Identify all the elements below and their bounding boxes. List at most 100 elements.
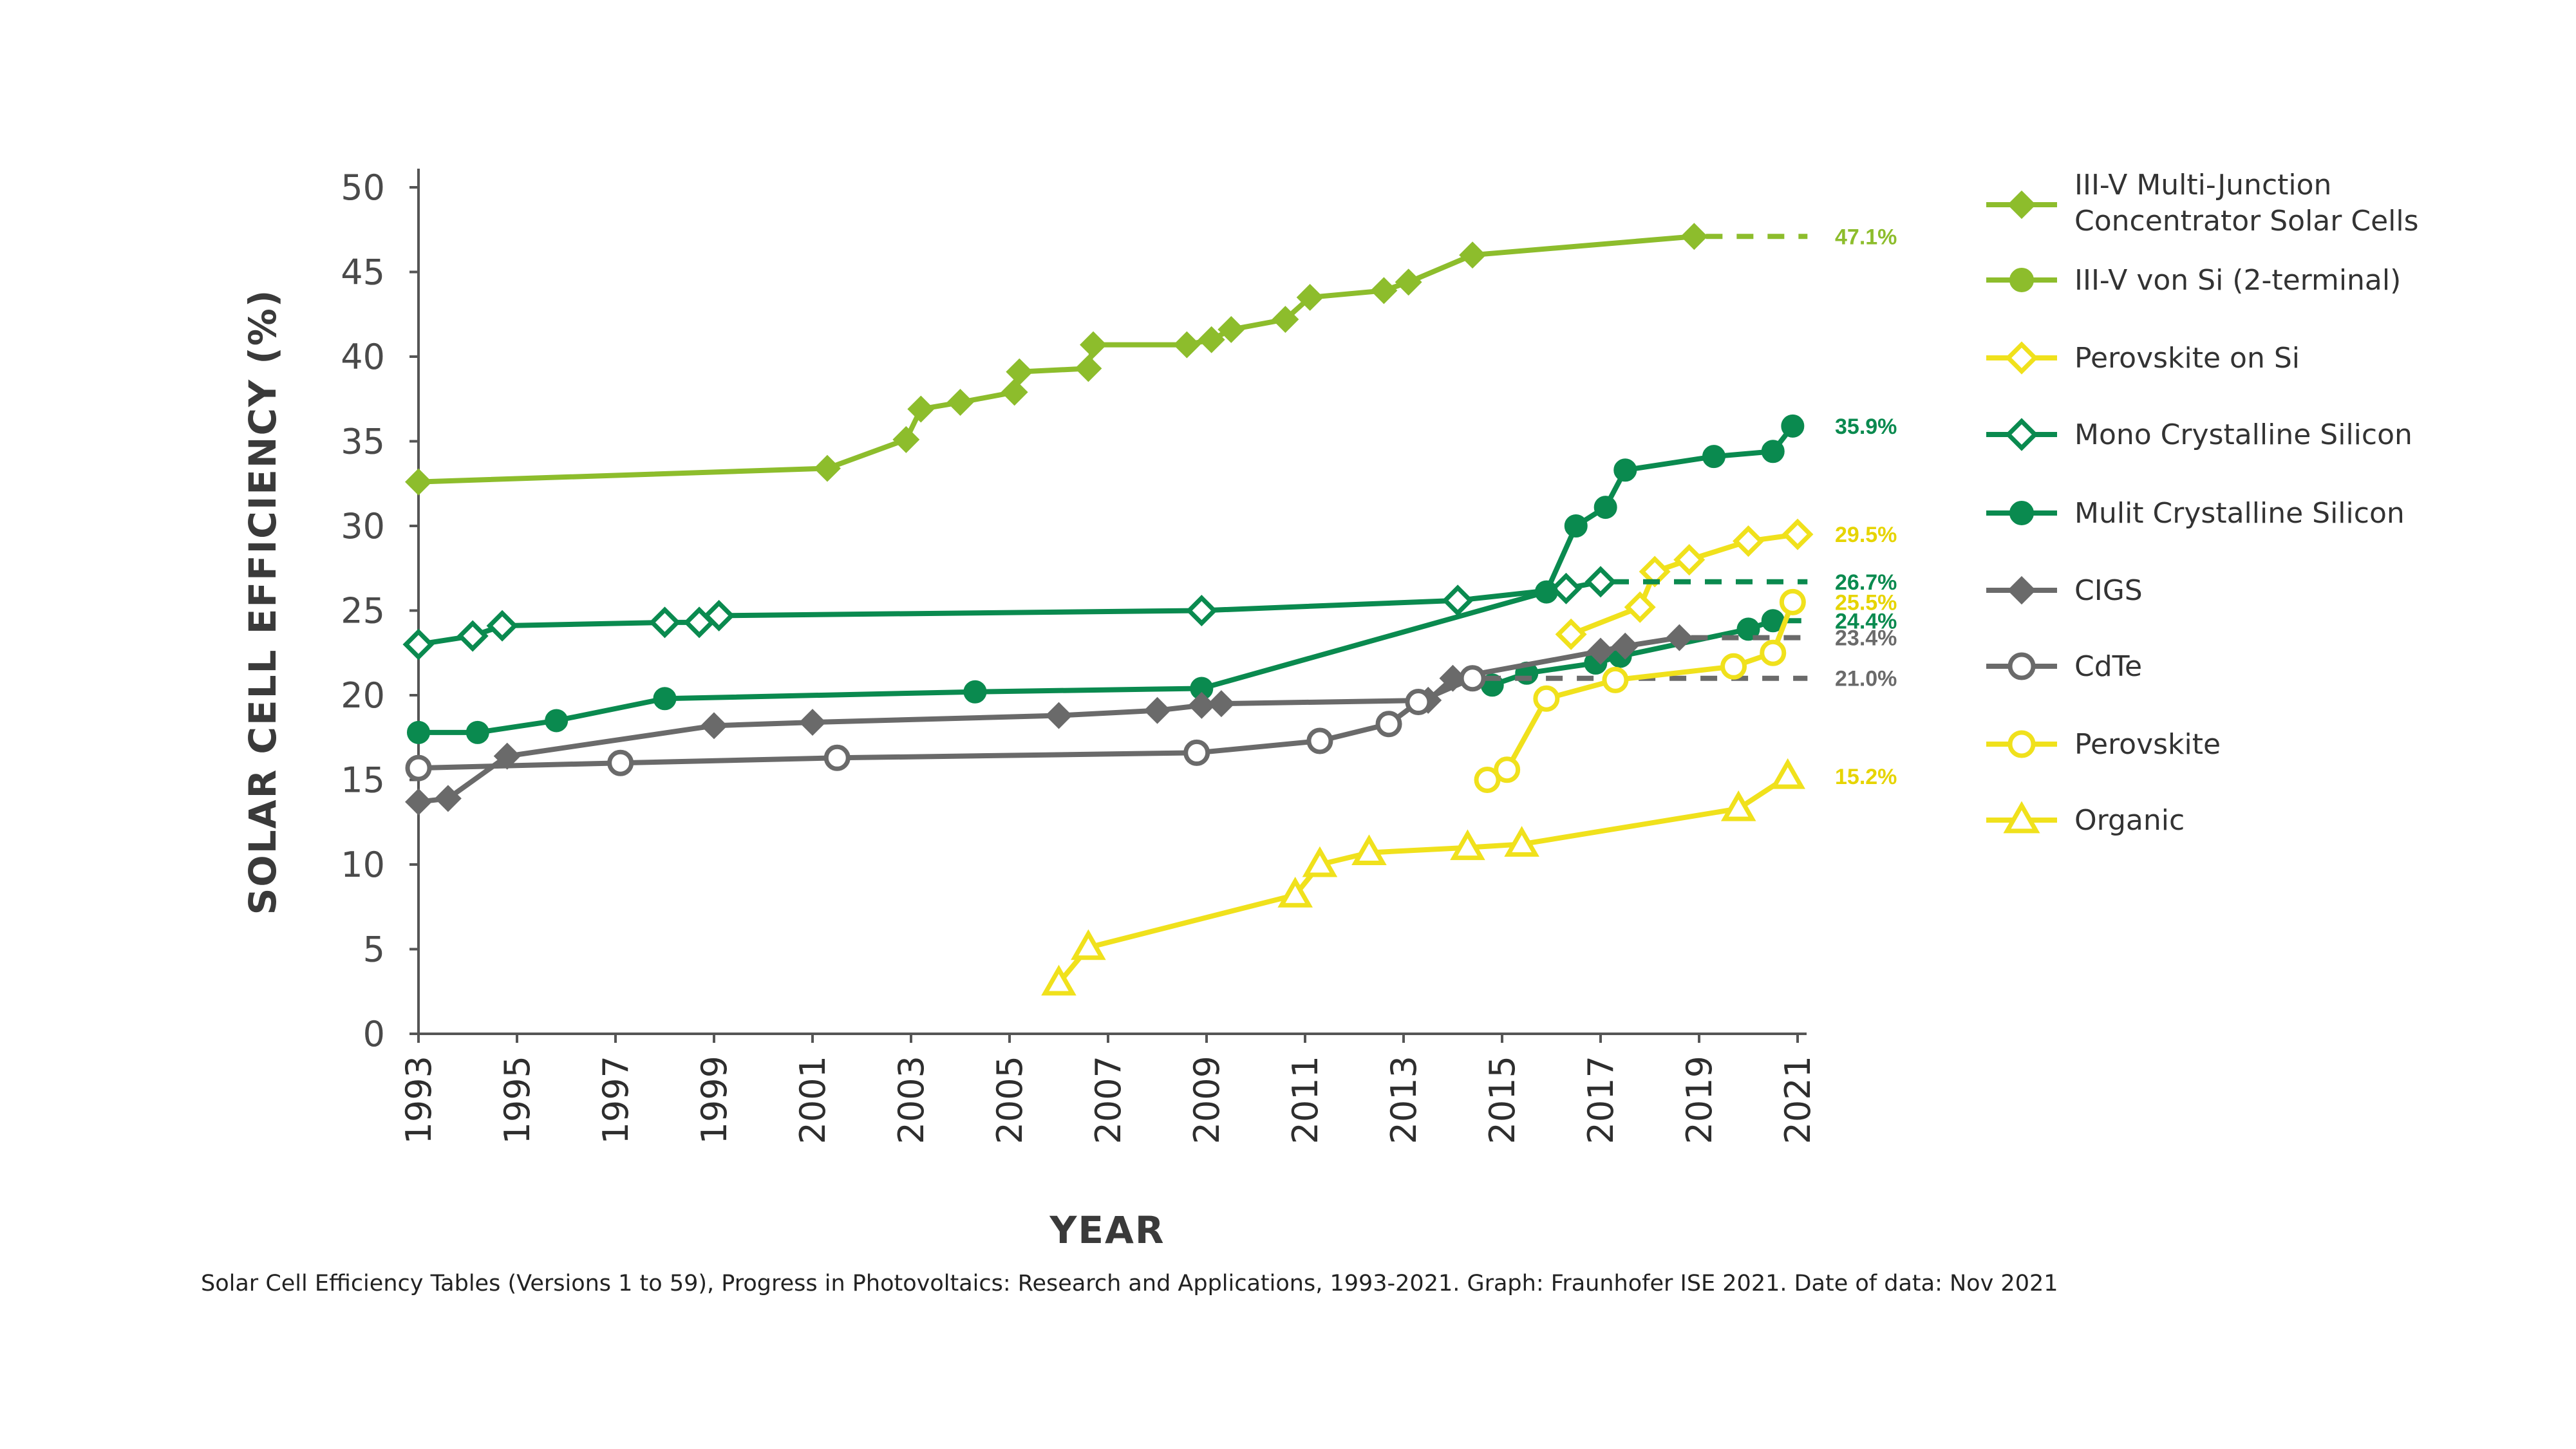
data-point (1001, 379, 1028, 406)
series-8 (1474, 588, 1806, 793)
legend-marker (2009, 501, 2034, 525)
data-point (1613, 458, 1637, 482)
legend-marker (2007, 730, 2036, 758)
legend-item: CdTe (1986, 650, 2142, 683)
data-point (1782, 518, 1814, 550)
y-tick-label: 35 (341, 422, 385, 462)
data-point (456, 620, 489, 652)
data-point (434, 785, 462, 812)
x-tick-label: 1997 (596, 1056, 636, 1144)
y-tick-label: 25 (341, 591, 385, 631)
legend-marker (2009, 268, 2034, 292)
data-point (1781, 414, 1805, 438)
end-value-label: 24.4% (1835, 609, 1897, 633)
data-point (1702, 445, 1725, 469)
series-line (418, 234, 1695, 485)
data-point (1673, 544, 1706, 576)
x-tick-label: 2003 (891, 1056, 932, 1144)
end-value-labels: 47.1% 29.5% 26.7% 35.9% 24.4%23.4% 21.0% 25.5%… (1835, 225, 1897, 789)
legend-label: Perovskite (2074, 728, 2221, 761)
data-point (703, 599, 735, 631)
legend-label: CIGS (2074, 574, 2143, 607)
x-tick-label: 2017 (1581, 1056, 1621, 1144)
data-point (407, 720, 430, 744)
end-value-label: 15.2% (1835, 765, 1897, 789)
data-point (1272, 306, 1299, 333)
data-point (1185, 595, 1217, 626)
data-point (1555, 618, 1587, 650)
data-point (1296, 283, 1324, 311)
legend-label: Mono Crystalline Silicon (2074, 418, 2412, 451)
data-point (1459, 241, 1487, 269)
data-point (1760, 639, 1787, 666)
legend-item: Perovskite on Si (1986, 341, 2300, 375)
data-point (823, 744, 851, 771)
data-point (1351, 834, 1387, 866)
data-point (1504, 826, 1539, 857)
series-0 (405, 223, 1808, 496)
series-line (418, 635, 1680, 805)
x-tick-label: 2013 (1384, 1056, 1424, 1144)
data-point (1045, 702, 1073, 729)
data-point (1450, 829, 1485, 861)
series-line (1057, 774, 1789, 985)
data-point (465, 720, 489, 744)
data-point (405, 754, 432, 781)
legend-marker (2005, 341, 2038, 375)
data-point (1075, 355, 1102, 382)
y-tick-label: 30 (341, 506, 385, 547)
x-tick-label: 2019 (1679, 1056, 1720, 1144)
legend-item: CIGS (1986, 574, 2143, 607)
y-axis-title: SOLAR CELL EFFICIENCY (%) (241, 289, 285, 915)
data-point (813, 454, 841, 482)
x-tick-label: 2015 (1482, 1056, 1523, 1144)
data-point (1666, 624, 1693, 651)
data-point (799, 709, 826, 736)
end-value-label: 35.9% (1835, 415, 1897, 439)
data-point (1006, 358, 1033, 386)
data-point (607, 749, 634, 776)
chart-axes (417, 169, 1807, 1035)
data-point (1395, 268, 1422, 296)
x-tick-label: 1999 (694, 1056, 735, 1144)
data-point (1534, 580, 1558, 604)
data-point (1459, 665, 1486, 692)
data-point (1550, 572, 1582, 604)
x-tick-label: 2011 (1285, 1056, 1326, 1144)
legend-item: Perovskite (1986, 728, 2221, 761)
data-point (1080, 331, 1107, 359)
legend-marker (2007, 190, 2036, 220)
end-value-label: 25.5% (1835, 590, 1897, 615)
y-tick-label: 40 (341, 337, 385, 377)
data-point (1173, 331, 1201, 359)
legend-label: Perovskite on Si (2074, 342, 2300, 375)
legend-item: Mulit Crystalline Silicon (1986, 497, 2405, 530)
y-axis-ticks: 0 5 10 15 20 25 30 35 40 45 50 (341, 167, 418, 1054)
data-point (1071, 929, 1106, 960)
source-note: Solar Cell Efficiency Tables (Versions 1… (201, 1271, 2058, 1296)
data-point (1375, 711, 1402, 738)
data-point (1188, 691, 1216, 719)
series-2 (1555, 518, 1814, 650)
data-point (402, 628, 435, 660)
data-point (545, 709, 569, 733)
legend: III-V Multi-Junction Concentrator Solar C… (1986, 169, 2419, 837)
y-tick-label: 5 (363, 930, 385, 970)
data-point (1680, 223, 1708, 250)
legend-label: Concentrator Solar Cells (2074, 205, 2419, 238)
data-point (1587, 637, 1614, 665)
data-point (1736, 617, 1760, 641)
y-tick-label: 50 (341, 167, 385, 208)
data-point (1143, 696, 1171, 724)
x-tick-label: 2007 (1088, 1056, 1129, 1144)
series-6 (405, 624, 1808, 816)
end-value-label: 26.7% (1835, 570, 1897, 595)
legend-marker (2007, 652, 2036, 680)
data-point (1217, 315, 1245, 343)
data-point (1277, 877, 1313, 908)
data-point (700, 712, 728, 740)
data-point (946, 389, 974, 416)
data-point (907, 395, 935, 423)
data-point (1302, 846, 1338, 877)
series-4 (407, 414, 1805, 744)
